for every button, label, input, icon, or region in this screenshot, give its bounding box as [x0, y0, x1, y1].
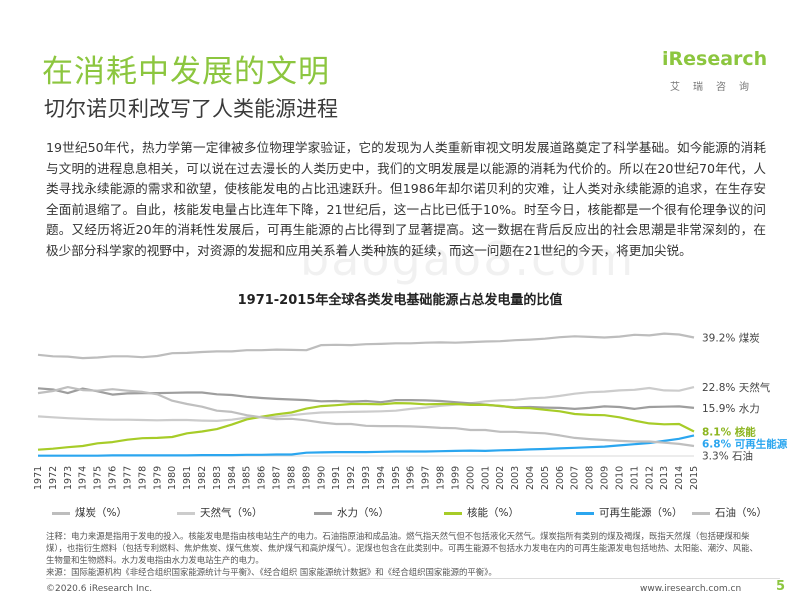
x-tick-label: 1990	[316, 466, 327, 490]
page-subtitle: 切尔诺贝利改写了人类能源进程	[44, 97, 338, 121]
x-tick-label: 2004	[525, 466, 536, 490]
legend-item: 水力（%）	[314, 505, 389, 520]
x-tick-label: 1973	[63, 466, 74, 490]
legend-swatch	[576, 511, 594, 515]
x-tick-label: 2002	[495, 466, 506, 490]
note-text: 注释：电力来源是指用于发电的投入。核能发电是指由核电站生产的电力。石油指原油和成…	[46, 531, 758, 565]
legend-item: 煤炭（%）	[52, 505, 127, 520]
series-end-label-5: 3.3% 石油	[702, 450, 753, 463]
x-tick-label: 2001	[480, 466, 491, 490]
series-end-label-4: 6.8% 可再生能源	[702, 438, 788, 451]
x-tick-label: 2013	[659, 466, 670, 490]
series-end-label-2: 15.9% 水力	[702, 402, 760, 415]
x-tick-label: 2012	[644, 466, 655, 490]
series-line-0	[37, 332, 695, 360]
series-end-label-1: 22.8% 天然气	[702, 381, 771, 394]
x-tick-label: 1987	[272, 466, 283, 490]
series-line-4	[38, 434, 695, 457]
legend-swatch	[177, 511, 195, 515]
x-tick-label: 2007	[570, 466, 581, 490]
x-tick-label: 2015	[689, 466, 700, 490]
watermark: baogao8.com	[300, 232, 636, 286]
x-tick-label: 1996	[406, 466, 417, 490]
x-tick-label: 1997	[421, 466, 432, 490]
x-tick-label: 1974	[78, 466, 89, 490]
x-tick-label: 2005	[540, 466, 551, 490]
iresearch-logo: iResearch 艾瑞咨询	[660, 44, 770, 104]
legend-item: 天然气（%）	[177, 505, 262, 520]
page-number: 5	[776, 579, 786, 594]
source-text: 来源：国际能源机构《非经合组织国家能源统计与平衡》、《经合组织 国家能源统计数据…	[46, 567, 497, 577]
x-tick-label: 1985	[242, 466, 253, 490]
series-line-5	[37, 386, 695, 448]
x-tick-label: 2010	[614, 466, 625, 490]
page-title: 在消耗中发展的文明	[42, 54, 330, 90]
x-tick-label: 1980	[167, 466, 178, 490]
logo-subtext: 艾瑞咨询	[670, 82, 762, 93]
legend-label: 煤炭（%）	[75, 507, 127, 519]
series-line-3	[37, 402, 695, 451]
legend-swatch	[444, 511, 462, 515]
x-tick-label: 2011	[629, 466, 640, 490]
x-tick-label: 1999	[450, 466, 461, 490]
x-tick-label: 1995	[391, 466, 402, 490]
series-end-label-3: 8.1% 核能	[702, 426, 756, 439]
x-tick-label: 1982	[197, 466, 208, 490]
legend-item: 可再生能源（%）	[576, 505, 682, 520]
legend-swatch	[52, 511, 70, 515]
x-tick-label: 1993	[361, 466, 372, 490]
x-tick-label: 2000	[465, 466, 476, 490]
chart-legend: 煤炭（%） 天然气（%） 水力（%） 核能（%） 可再生能源（%） 石油（%）	[52, 505, 767, 521]
legend-item: 石油（%）	[692, 505, 767, 520]
legend-item: 核能（%）	[444, 505, 519, 520]
logo-text: iResearch	[662, 48, 768, 70]
x-tick-label: 1986	[257, 466, 268, 490]
series-end-label-0: 39.2% 煤炭	[702, 332, 760, 345]
legend-label: 石油（%）	[715, 507, 767, 519]
intro-paragraph: 19世纪50年代，热力学第一定律被多位物理学家验证，它的发现为人类重新审视文明发…	[46, 140, 766, 258]
x-tick-label: 1984	[227, 466, 238, 490]
x-tick-label: 1981	[182, 466, 193, 490]
x-tick-label: 1992	[346, 466, 357, 490]
x-tick-label: 2008	[585, 466, 596, 490]
x-tick-label: 1979	[152, 466, 163, 490]
x-tick-label: 1971	[33, 466, 44, 490]
x-tick-label: 2003	[510, 466, 521, 490]
x-tick-label: 1994	[376, 466, 387, 490]
x-tick-label: 2009	[600, 466, 611, 490]
legend-swatch	[314, 511, 332, 515]
x-tick-label: 2006	[555, 466, 566, 490]
x-tick-label: 1989	[301, 466, 312, 490]
legend-label: 可再生能源（%）	[599, 507, 683, 519]
x-tick-label: 1972	[48, 466, 59, 490]
x-tick-label: 1988	[286, 466, 297, 490]
x-tick-label: 1998	[436, 466, 447, 490]
x-tick-label: 1976	[108, 466, 119, 490]
legend-label: 天然气（%）	[200, 507, 263, 519]
x-tick-label: 1978	[137, 466, 148, 490]
x-tick-label: 1975	[93, 466, 104, 490]
x-tick-label: 1991	[331, 466, 342, 490]
chart-title: 1971-2015年全球各类发电基础能源占总发电量的比值	[237, 293, 563, 308]
footer-copyright: ©2020.6 iResearch Inc.	[46, 584, 153, 594]
x-tick-label: 1983	[212, 466, 223, 490]
x-tick-label: 2014	[674, 466, 685, 490]
legend-label: 核能（%）	[467, 507, 519, 519]
x-tick-label: 1977	[122, 466, 133, 490]
legend-label: 水力（%）	[337, 507, 389, 519]
footer-divider	[46, 578, 780, 579]
series-line-1	[37, 386, 695, 422]
legend-swatch	[692, 511, 710, 515]
chart-notes: 注释：电力来源是指用于发电的投入。核能发电是指由核电站生产的电力。石油指原油和成…	[46, 530, 762, 578]
footer-website: www.iresearch.com.cn	[640, 584, 742, 594]
